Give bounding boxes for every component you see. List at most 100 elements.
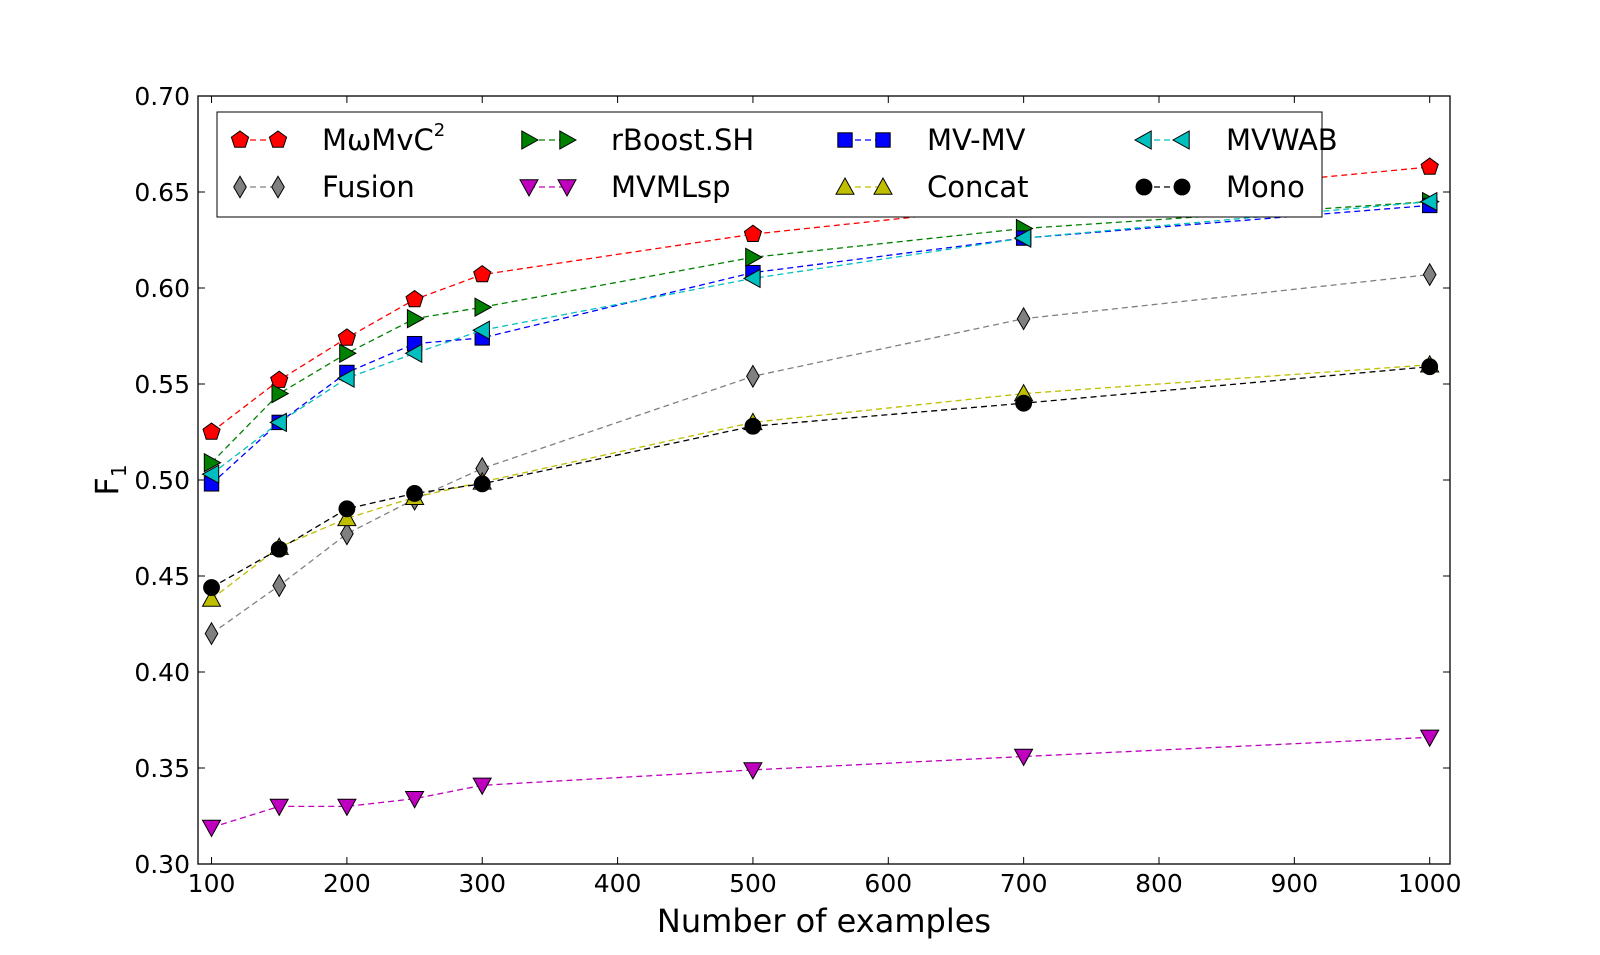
legend-label-mv-mv-4: MV-MV (927, 123, 1026, 157)
series-line-mvmlsp-3 (211, 736, 1430, 829)
data-point-mono-7-5 (744, 417, 762, 435)
data-point-m-mvc-0-5 (743, 224, 763, 242)
data-point-rboost-sh-2-5 (745, 247, 763, 268)
data-point-mvwab-6-6 (1013, 228, 1032, 248)
data-point-mvmlsp-3-5 (743, 762, 763, 780)
data-point-mvwab-6-7 (1419, 191, 1438, 212)
series-line-rboost-sh-2 (211, 200, 1430, 464)
data-point-concat-5-2 (337, 508, 357, 527)
data-point-mono-7-7 (1421, 358, 1439, 376)
legend: MωMvC2 Fusion rBoost.SH MVMLsp MV-MV Concat MV… (216, 111, 1338, 218)
data-point-mvwab-6-4 (472, 320, 490, 341)
y-axis-label-main: F (88, 477, 126, 495)
data-point-m-mvc-0-4 (473, 264, 492, 283)
series-concat-5 (201, 354, 1440, 607)
data-point-fusion-1-7 (1422, 262, 1437, 287)
legend-marker-end-rboost-sh-2 (559, 130, 578, 150)
data-point-mono-7-6 (1015, 394, 1033, 412)
legend-marker-start-mvmlsp-3 (519, 179, 539, 198)
y-tick-label-0.50: 0.50 (134, 466, 190, 495)
y-tick-label-0.35: 0.35 (134, 754, 190, 783)
x-tick-label-100: 100 (188, 869, 236, 898)
series-mv-mv-4 (203, 197, 1438, 492)
data-point-fusion-1-1 (272, 573, 287, 598)
x-tick-label-500: 500 (729, 869, 777, 898)
data-point-mvmlsp-3-0 (201, 819, 222, 838)
series-line-fusion-1 (211, 273, 1430, 635)
data-point-m-mvc-0-0 (202, 422, 221, 440)
series-line-mv-mv-4 (211, 204, 1430, 485)
data-point-fusion-1-6 (1016, 306, 1031, 331)
legend-entry-mono-7: Mono (1135, 170, 1305, 204)
legend-entry-concat-5: Concat (835, 170, 1028, 204)
series-mono-7 (203, 358, 1439, 596)
x-tick-label-200: 200 (323, 869, 371, 898)
y-tick-label-0.65: 0.65 (134, 178, 190, 207)
legend-entry-fusion-1: Fusion (233, 170, 415, 204)
legend-box (216, 111, 1323, 218)
x-axis-label: Number of examples (657, 902, 991, 940)
legend-marker-end-mono-7 (1173, 178, 1191, 196)
data-point-mvmlsp-3-7 (1419, 729, 1440, 748)
data-point-fusion-1-5 (746, 364, 760, 389)
x-tick-label-600: 600 (864, 869, 912, 898)
series-mvmlsp-3 (201, 729, 1440, 838)
x-tick-label-900: 900 (1270, 869, 1318, 898)
data-point-concat-5-0 (201, 588, 222, 607)
chart-marks (201, 157, 1440, 838)
data-point-mvwab-6-0 (201, 464, 220, 485)
legend-label-rboost-sh-2: rBoost.SH (611, 123, 754, 157)
legend-entry-rboost-sh-2: rBoost.SH (521, 123, 754, 157)
legend-marker-end-mv-mv-4 (875, 132, 891, 148)
x-tick-label-400: 400 (594, 869, 642, 898)
series-line-mvwab-6 (211, 200, 1430, 475)
x-tick-label-300: 300 (458, 869, 506, 898)
legend-entry-mvmlsp-3: MVMLsp (519, 170, 731, 204)
data-point-fusion-1-2 (340, 522, 354, 546)
data-point-mvwab-6-1 (269, 412, 287, 433)
data-point-mvwab-6-3 (404, 343, 423, 364)
data-point-rboost-sh-2-4 (474, 297, 493, 318)
axis-ticks: 100 200 300 400 500 600 700 800 900 1000 0.30 0.35 0… (134, 82, 1461, 898)
y-tick-label-0.40: 0.40 (134, 658, 190, 687)
data-point-mono-7-3 (406, 485, 423, 502)
data-point-rboost-sh-2-1 (271, 383, 290, 404)
legend-label-mono-7: Mono (1226, 170, 1305, 204)
legend-marker-start-concat-5 (835, 176, 855, 195)
data-point-mvwab-6-5 (742, 268, 761, 289)
legend-marker-start-rboost-sh-2 (521, 130, 540, 150)
data-point-m-mvc-0-7 (1420, 157, 1439, 175)
legend-marker-end-mvwab-6 (1171, 130, 1190, 150)
data-point-mono-7-1 (270, 540, 288, 558)
data-point-mono-7-0 (203, 579, 220, 596)
legend-marker-end-m-mvc-0 (268, 130, 288, 148)
data-point-m-mvc-0-3 (405, 289, 424, 308)
series-line-concat-5 (211, 364, 1430, 600)
data-point-mono-7-4 (473, 475, 491, 493)
data-point-mvwab-6-2 (336, 368, 355, 389)
series-fusion-1 (204, 262, 1437, 646)
legend-marker-end-mvmlsp-3 (557, 179, 577, 198)
data-point-mvmlsp-3-2 (337, 798, 357, 817)
series-rboost-sh-2 (203, 191, 1440, 473)
data-point-mvmlsp-3-3 (404, 791, 425, 809)
x-tick-label-1000: 1000 (1398, 869, 1462, 898)
data-point-m-mvc-0-1 (270, 370, 289, 388)
legend-entry-m-mvc-0: MωMvC2 (230, 120, 445, 157)
x-tick-label-700: 700 (1000, 869, 1048, 898)
data-point-rboost-sh-2-0 (203, 452, 222, 473)
series-line-mono-7 (211, 366, 1430, 589)
data-point-mvmlsp-3-6 (1013, 748, 1034, 767)
y-axis-label: F1 (88, 464, 131, 495)
data-point-mvmlsp-3-4 (472, 777, 493, 796)
legend-marker-start-mono-7 (1135, 178, 1153, 196)
data-point-m-mvc-0-2 (337, 328, 356, 346)
legend-marker-start-mvwab-6 (1133, 130, 1152, 150)
data-point-mono-7-2 (338, 500, 356, 518)
y-tick-label-0.30: 0.30 (134, 850, 190, 879)
legend-label-fusion-1: Fusion (322, 170, 415, 204)
legend-entry-mvwab-6: MVWAB (1133, 123, 1338, 157)
data-point-rboost-sh-2-3 (406, 308, 425, 329)
legend-label-concat-5: Concat (927, 170, 1028, 204)
